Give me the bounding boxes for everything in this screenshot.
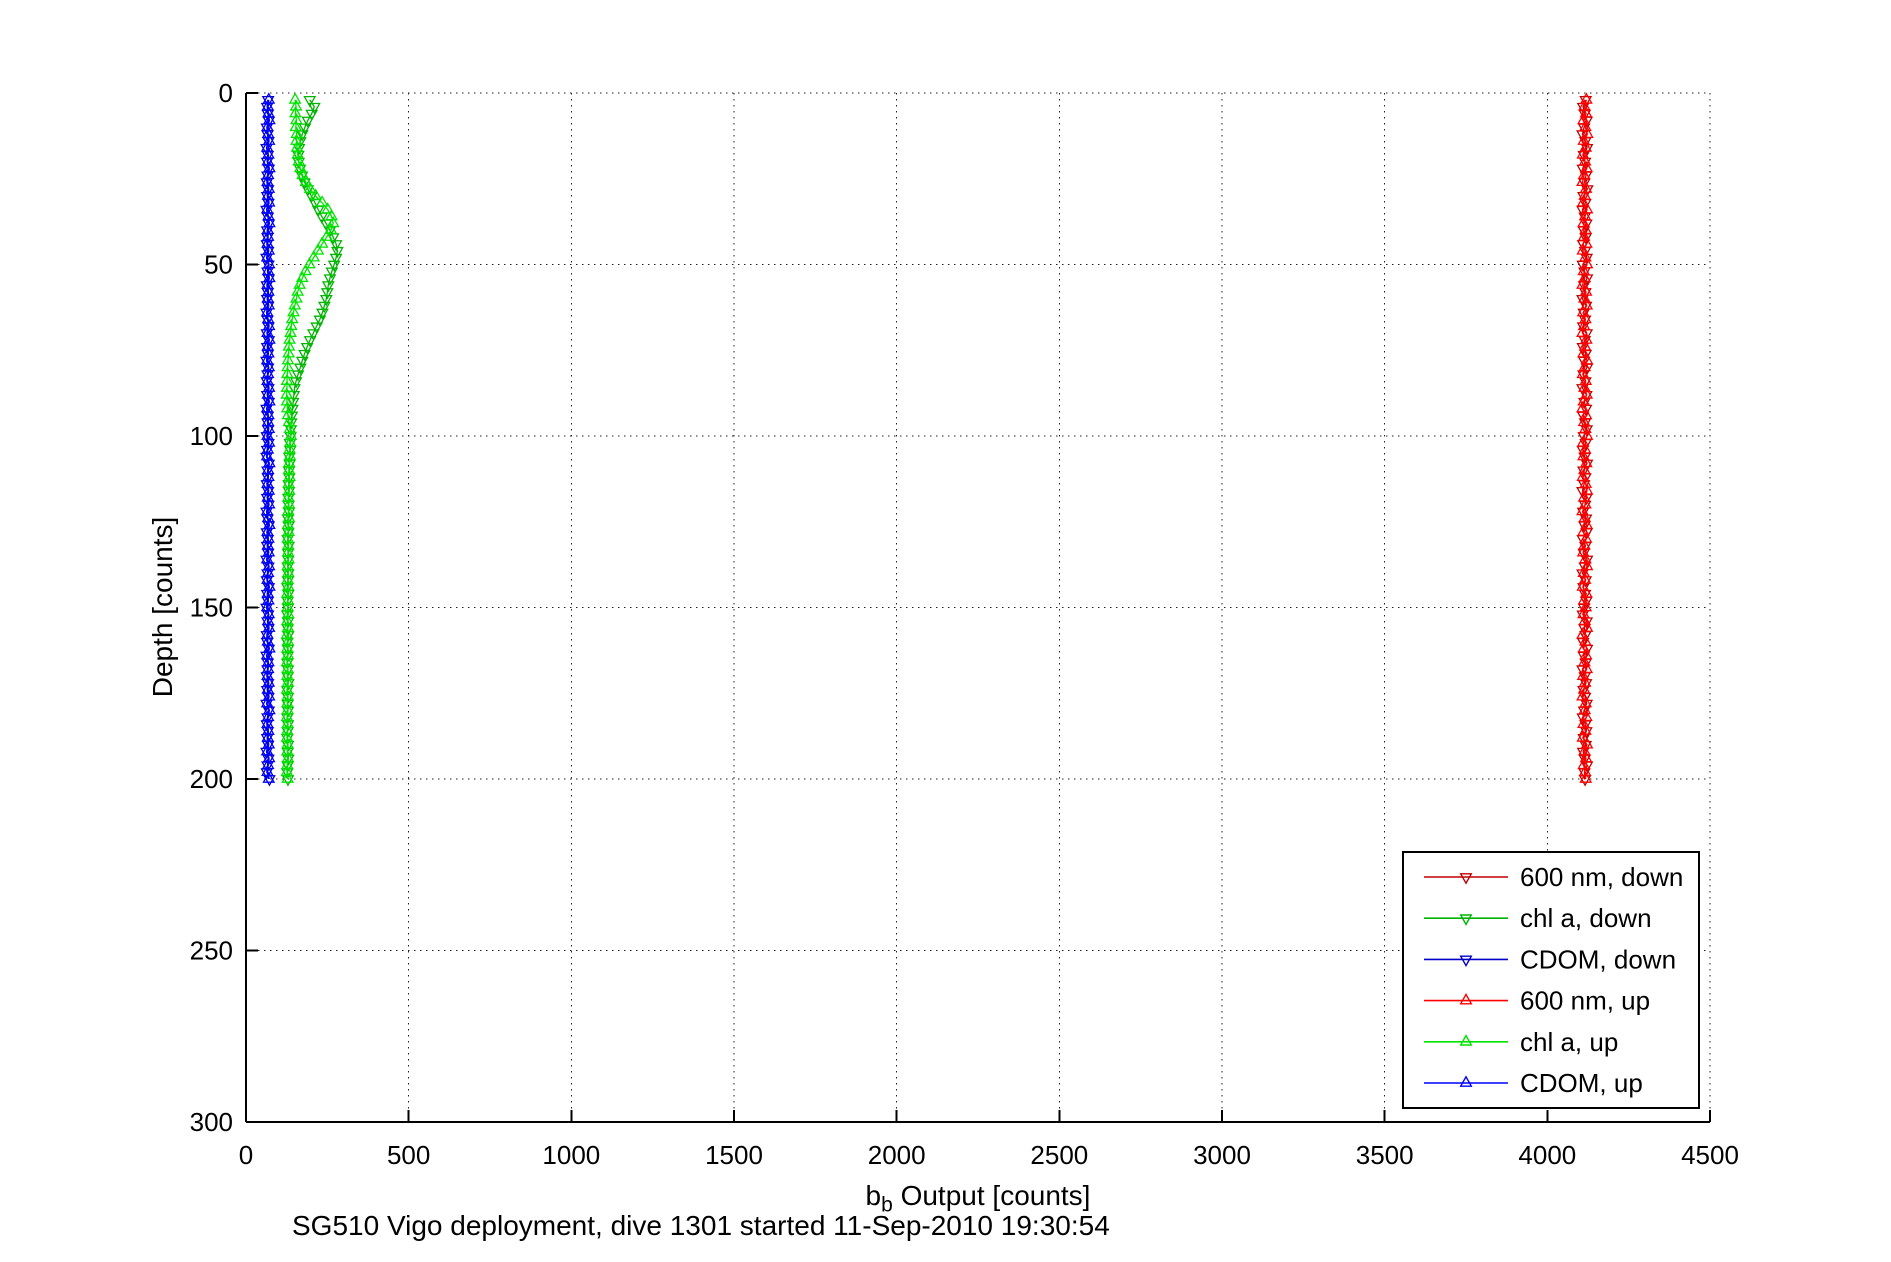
legend-entry-600-nm-down: 600 nm, down <box>1424 862 1683 892</box>
grid <box>246 92 1711 1122</box>
x-tick-label-2500: 2500 <box>1030 1140 1088 1170</box>
y-tick-label-0: 0 <box>219 78 233 108</box>
triangle-up-icon <box>1459 1075 1473 1087</box>
legend-label: 600 nm, down <box>1520 862 1683 892</box>
triangle-up-icon <box>1459 1034 1473 1046</box>
x-tick-label-3000: 3000 <box>1193 1140 1251 1170</box>
x-tick-label-4000: 4000 <box>1518 1140 1576 1170</box>
legend-label: CDOM, down <box>1520 944 1676 974</box>
series-markers <box>280 92 340 783</box>
x-tick-label-1500: 1500 <box>705 1140 763 1170</box>
y-tick-label-150: 150 <box>190 593 233 623</box>
axes <box>245 92 1711 1123</box>
legend-label: chl a, down <box>1520 903 1652 933</box>
y-tick-label-250: 250 <box>190 936 233 966</box>
y-tick-label-100: 100 <box>190 421 233 451</box>
triangle-down-icon <box>1459 873 1473 885</box>
triangle-down-icon <box>1459 914 1473 926</box>
legend-label: 600 nm, up <box>1520 986 1650 1016</box>
y-axis-label: Depth [counts] <box>147 516 178 698</box>
x-axis-label-subscript: b <box>881 1193 893 1217</box>
series-markers <box>280 96 344 787</box>
y-tick-label-200: 200 <box>190 764 233 794</box>
y-tick-label-50: 50 <box>204 250 233 280</box>
x-tick-label-2000: 2000 <box>868 1140 926 1170</box>
legend-label: CDOM, up <box>1520 1068 1643 1098</box>
legend-entry-chl-a-up: chl a, up <box>1424 1027 1618 1057</box>
x-axis-label-rest: Output [counts] <box>892 1180 1091 1211</box>
legend-label: chl a, up <box>1520 1027 1618 1057</box>
y-tick-label-300: 300 <box>190 1107 233 1137</box>
series-600-nm-up <box>1576 92 1594 783</box>
legend-entry-cdom-down: CDOM, down <box>1424 944 1676 974</box>
x-tick-label-0: 0 <box>239 1140 253 1170</box>
legend-box <box>1402 851 1700 1109</box>
legend-entry-cdom-up: CDOM, up <box>1424 1068 1643 1098</box>
x-tick-label-500: 500 <box>387 1140 430 1170</box>
x-tick-label-3500: 3500 <box>1356 1140 1414 1170</box>
x-tick-label-4500: 4500 <box>1681 1140 1739 1170</box>
series-markers <box>260 92 276 783</box>
x-tick-label-1000: 1000 <box>542 1140 600 1170</box>
figure-caption: SG510 Vigo deployment, dive 1301 started… <box>292 1210 1110 1241</box>
x-axis-label: bb Output [counts] <box>866 1180 1091 1218</box>
x-axis-label-base: b <box>865 1180 882 1211</box>
series-chl-a-up <box>280 92 340 783</box>
series-cdom-up <box>260 92 276 783</box>
legend-entry-chl-a-down: chl a, down <box>1424 903 1652 933</box>
tick-labels: 0 500 1000 1500 2000 2500 3000 3500 4000 4500 0 50 1… <box>190 78 1739 1170</box>
triangle-up-icon <box>1459 992 1473 1005</box>
series-markers <box>1576 92 1594 783</box>
legend: 600 nm, down chl a, down CDOM, down 600 nm,… <box>1402 851 1700 1109</box>
triangle-down-icon <box>1459 955 1473 968</box>
legend-entry-600-nm-up: 600 nm, up <box>1424 986 1650 1016</box>
